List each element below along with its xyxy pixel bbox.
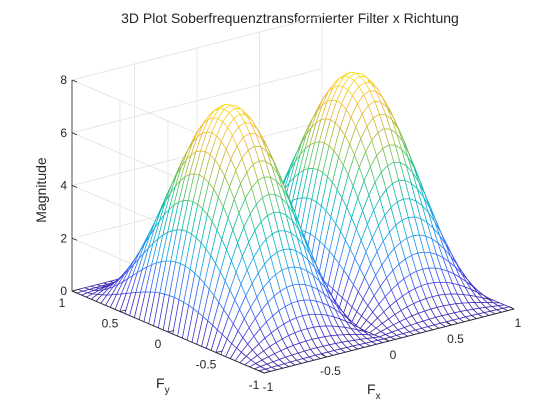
box-top-edge bbox=[71, 15, 323, 81]
z-tick-mark bbox=[71, 79, 78, 83]
z-tick-mark bbox=[71, 237, 78, 241]
y-tick-mark bbox=[119, 309, 127, 312]
y-tick-label: -0.5 bbox=[196, 358, 217, 372]
y-tick-mark bbox=[71, 289, 79, 292]
x-axis-label-subscript: x bbox=[376, 391, 381, 402]
x-tick-label: -1 bbox=[263, 380, 274, 394]
x-axis-label: Fx bbox=[367, 381, 381, 402]
y-tick-label: -1 bbox=[249, 378, 260, 392]
y-tick-mark bbox=[167, 330, 175, 333]
y-tick-label: 1 bbox=[59, 296, 66, 310]
x-tick-mark bbox=[446, 322, 452, 326]
chart-title: 3D Plot Soberfrequenztransformierter Fil… bbox=[121, 10, 459, 26]
x-tick-label: -0.5 bbox=[320, 364, 341, 378]
back-wall-grid-line bbox=[71, 68, 323, 134]
z-tick-mark bbox=[71, 290, 78, 294]
x-tick-label: 1 bbox=[515, 316, 522, 330]
y-axis-label: Fy bbox=[156, 375, 170, 396]
z-tick-label: 4 bbox=[60, 179, 67, 193]
x-axis-label-base: F bbox=[367, 381, 376, 397]
x-tick-mark bbox=[321, 354, 327, 358]
x-tick-mark bbox=[508, 306, 515, 310]
z-tick-mark bbox=[71, 185, 78, 188]
z-tick-label: 6 bbox=[60, 126, 67, 140]
z-tick-mark bbox=[71, 132, 78, 136]
y-tick-label: 0.5 bbox=[102, 317, 119, 331]
x-tick-mark bbox=[383, 338, 390, 342]
y-axis-label-subscript: y bbox=[165, 385, 170, 396]
y-tick-mark bbox=[215, 350, 223, 353]
z-axis-label: Magnitude bbox=[33, 157, 49, 223]
z-tick-label: 0 bbox=[60, 284, 67, 298]
x-tick-mark bbox=[258, 370, 265, 374]
z-tick-label: 8 bbox=[60, 73, 67, 87]
z-tick-label: 2 bbox=[60, 231, 67, 245]
y-axis-label-base: F bbox=[156, 375, 165, 391]
tick-marks bbox=[71, 79, 515, 374]
x-tick-label: 0 bbox=[390, 348, 397, 362]
y-tick-label: 0 bbox=[155, 337, 162, 351]
y-tick-mark bbox=[263, 371, 271, 374]
surface-mesh bbox=[71, 71, 515, 374]
x-tick-label: 0.5 bbox=[447, 332, 464, 346]
